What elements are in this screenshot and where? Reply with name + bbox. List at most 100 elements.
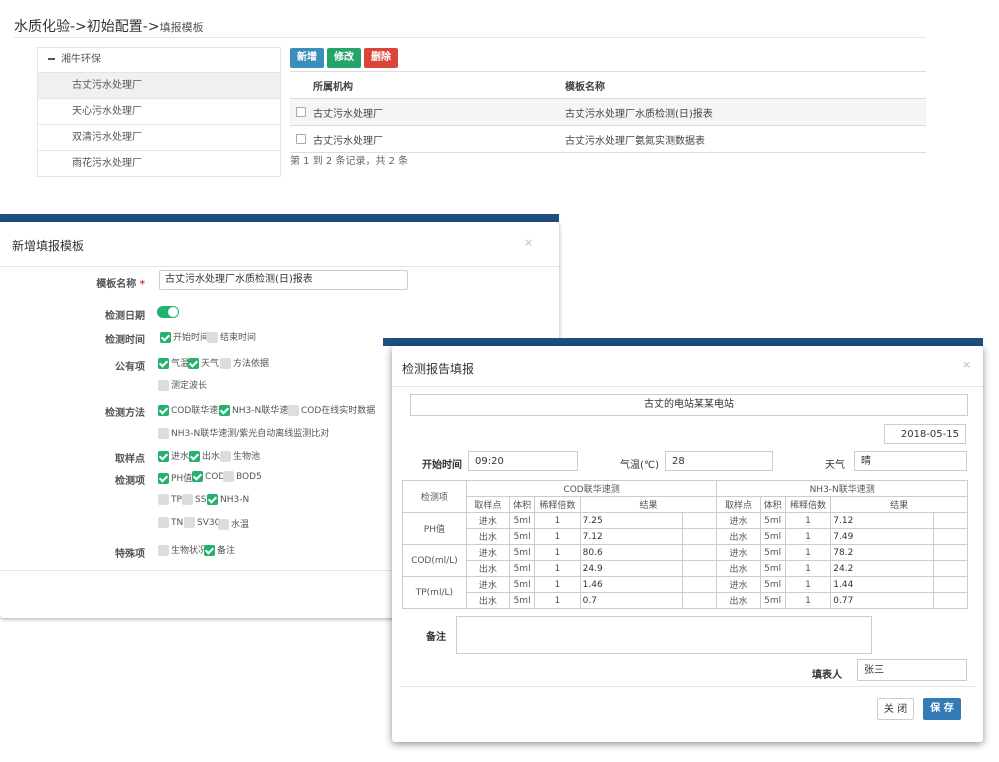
tree-node[interactable]: 古丈污水处理厂: [38, 72, 280, 98]
table-row[interactable]: 古丈污水处理厂 古丈污水处理厂氨氮实测数据表: [290, 125, 926, 153]
opt-ss[interactable]: SS: [182, 494, 206, 505]
opt-tn[interactable]: TN: [158, 517, 183, 528]
checkbox-checked-icon[interactable]: [192, 471, 203, 482]
opt-remark[interactable]: 备注: [204, 543, 235, 556]
checkbox-icon[interactable]: [220, 451, 231, 462]
tree-node[interactable]: 双清污水处理厂: [38, 124, 280, 150]
cell-volume: 5ml: [509, 576, 536, 593]
checkbox-icon[interactable]: [220, 358, 231, 369]
edit-button[interactable]: 修改: [327, 48, 361, 68]
opt-bod5[interactable]: BOD5: [223, 471, 262, 482]
start-time-input[interactable]: 09:20: [468, 451, 578, 471]
opt-nh3n-lianhua[interactable]: NH3-N联华速测: [219, 403, 297, 416]
opt-tp[interactable]: TP: [158, 494, 182, 505]
checkbox-icon[interactable]: [288, 405, 299, 416]
weather-input[interactable]: 晴: [854, 451, 967, 471]
tree-node[interactable]: 雨花污水处理厂: [38, 150, 280, 176]
checkbox-checked-icon[interactable]: [160, 332, 171, 343]
opt-outflow[interactable]: 出水: [189, 449, 220, 462]
tree-root[interactable]: 湘牛环保: [38, 48, 280, 72]
cell-dilution: 1: [534, 592, 581, 609]
opt-bio-status[interactable]: 生物状况: [158, 543, 207, 556]
public-label: 公有项: [115, 362, 145, 373]
checkbox-checked-icon[interactable]: [158, 358, 169, 369]
checkbox-checked-icon[interactable]: [158, 405, 169, 416]
opt-cod-online[interactable]: COD在线实时数据: [288, 403, 375, 416]
checkbox-icon[interactable]: [158, 380, 169, 391]
checkbox-icon[interactable]: [218, 519, 229, 530]
table-row[interactable]: 古丈污水处理厂 古丈污水处理厂水质检测(日)报表: [290, 98, 926, 126]
cell-dilution: 1: [534, 544, 581, 561]
checkbox-icon[interactable]: [182, 494, 193, 505]
save-button[interactable]: 保 存: [923, 698, 961, 720]
opt-nh3n-compare[interactable]: NH3-N联华速测/紫光自动离线监测比对: [158, 426, 329, 439]
cell-result-input[interactable]: 7.12: [830, 512, 934, 529]
checkbox-icon[interactable]: [207, 332, 218, 343]
checkbox-icon[interactable]: [158, 494, 169, 505]
opt-cod[interactable]: COD: [192, 471, 225, 482]
cell-point: 出水: [465, 560, 511, 577]
opt-start-time[interactable]: 开始时间: [160, 330, 209, 343]
checkbox-icon[interactable]: [223, 471, 234, 482]
checkbox-checked-icon[interactable]: [189, 451, 200, 462]
filler-input[interactable]: 张三: [857, 659, 967, 681]
cell-result-input[interactable]: 7.12: [579, 528, 684, 545]
checkbox-checked-icon[interactable]: [158, 451, 169, 462]
row-checkbox[interactable]: [296, 133, 306, 144]
remark-textarea[interactable]: [456, 616, 872, 654]
checkbox-icon[interactable]: [158, 545, 169, 556]
cell-org: 古丈污水处理厂: [312, 98, 564, 126]
opt-cod-lianhua[interactable]: COD联华速测: [158, 403, 227, 416]
opt-method-basis[interactable]: 方法依据: [220, 356, 269, 369]
opt-bio-tank[interactable]: 生物池: [220, 449, 260, 462]
cell-result-input[interactable]: 24.9: [579, 560, 684, 577]
date-field[interactable]: 2018-05-15: [884, 424, 966, 444]
breadcrumb-main: 水质化验->初始配置->: [14, 19, 160, 35]
temperature-input[interactable]: 28: [665, 451, 773, 471]
close-icon[interactable]: ×: [524, 236, 534, 249]
checkbox-checked-icon[interactable]: [158, 473, 169, 484]
opt-ph[interactable]: PH值: [158, 471, 192, 484]
cell-result-input[interactable]: 0.77: [830, 592, 934, 609]
template-name-input[interactable]: 古丈污水处理厂水质检测(日)报表: [159, 270, 408, 290]
date-toggle[interactable]: [157, 306, 179, 318]
cell-result-input[interactable]: 7.49: [830, 528, 934, 545]
delete-button[interactable]: 删除: [364, 48, 398, 68]
opt-water-temp[interactable]: 水温: [218, 517, 249, 530]
add-button[interactable]: 新增: [290, 48, 324, 68]
checkbox-checked-icon[interactable]: [204, 545, 215, 556]
checkbox-icon[interactable]: [184, 517, 195, 528]
cell-result-input[interactable]: 0.7: [579, 592, 684, 609]
checkbox-icon[interactable]: [158, 428, 169, 439]
opt-weather[interactable]: 天气: [188, 356, 219, 369]
checkbox-icon[interactable]: [158, 517, 169, 528]
cell-spacer: [933, 544, 969, 561]
checkbox-checked-icon[interactable]: [188, 358, 199, 369]
cell-template: 古丈污水处理厂氨氮实测数据表: [564, 125, 926, 153]
cell-result-input[interactable]: 7.25: [579, 512, 684, 529]
opt-sv30[interactable]: SV30: [184, 517, 220, 528]
org-tree: 湘牛环保 古丈污水处理厂 天心污水处理厂 双清污水处理厂 雨花污水处理厂: [37, 47, 281, 177]
opt-inflow[interactable]: 进水: [158, 449, 189, 462]
cell-spacer: [682, 592, 718, 609]
opt-temperature[interactable]: 气温: [158, 356, 189, 369]
tree-node[interactable]: 天心污水处理厂: [38, 98, 280, 124]
cell-result-input[interactable]: 1.46: [579, 576, 684, 593]
checkbox-checked-icon[interactable]: [207, 494, 218, 505]
opt-nh3n[interactable]: NH3-N: [207, 494, 249, 505]
checkbox-checked-icon[interactable]: [219, 405, 230, 416]
close-icon[interactable]: ×: [962, 358, 972, 371]
close-button[interactable]: 关 闭: [877, 698, 914, 720]
cell-result-input[interactable]: 80.6: [579, 544, 684, 561]
cell-dilution: 1: [784, 592, 832, 609]
table-row: PH值 进水 5ml 1 7.25 进水 5ml 1 7.12: [402, 512, 969, 545]
cell-result-input[interactable]: 78.2: [830, 544, 934, 561]
subheader-dilution: 稀释倍数: [534, 496, 581, 513]
station-field[interactable]: 古丈的电站某某电站: [410, 394, 968, 416]
opt-wavelength[interactable]: 测定波长: [158, 378, 207, 391]
cell-result-input[interactable]: 24.2: [830, 560, 934, 577]
opt-end-time[interactable]: 结束时间: [207, 330, 256, 343]
collapse-icon[interactable]: [48, 58, 55, 60]
row-checkbox[interactable]: [296, 106, 306, 117]
cell-result-input[interactable]: 1.44: [830, 576, 934, 593]
